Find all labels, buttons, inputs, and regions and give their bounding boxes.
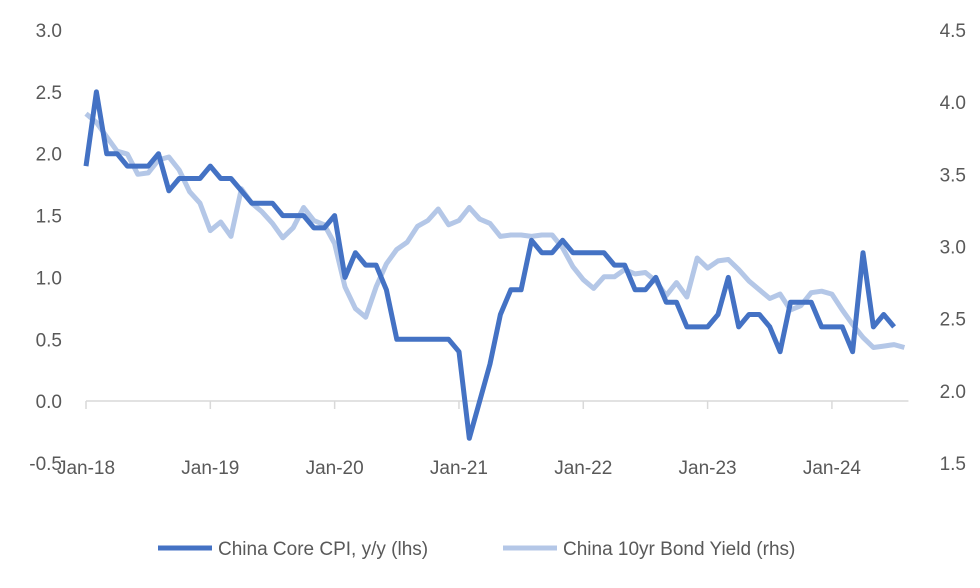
y-right-tick-label: 3.5 (940, 165, 966, 186)
y-left-tick-label: 0.5 (36, 330, 62, 351)
y-right-tick-label: 4.5 (940, 21, 966, 42)
y-right-tick-label: 2.0 (940, 382, 966, 403)
series-layer (83, 89, 906, 441)
legend-label-bond-yield: China 10yr Bond Yield (rhs) (563, 539, 795, 560)
series-line-core-cpi (83, 89, 897, 441)
x-tick-label: Jan-19 (181, 458, 239, 479)
y-right-tick-label: 4.0 (940, 93, 966, 114)
y-left-tick-label: 2.0 (36, 145, 62, 166)
y-right-tick-label: 3.0 (940, 238, 966, 259)
x-axis (85, 400, 909, 409)
x-tick-label: Jan-23 (679, 458, 737, 479)
x-tick-label: Jan-20 (306, 458, 364, 479)
y-left-tick-label: 1.5 (36, 207, 62, 228)
y-left-tick-label: -0.5 (29, 454, 62, 475)
y-right-tick-label: 1.5 (940, 454, 966, 475)
y-left-tick-label: 2.5 (36, 83, 62, 104)
x-tick-label: Jan-24 (803, 458, 862, 479)
y-left-tick-label: 1.0 (36, 268, 62, 289)
y-left-tick-label: 0.0 (36, 392, 62, 413)
y-axis-right: 1.5 2.0 2.5 3.0 3.5 4.0 4.5 (940, 21, 966, 475)
legend-label-core-cpi: China Core CPI, y/y (lhs) (218, 539, 428, 560)
y-right-tick-label: 2.5 (940, 310, 966, 331)
y-axis-left: -0.5 0.0 0.5 1.0 1.5 2.0 2.5 3.0 (29, 21, 62, 475)
x-tick-label: Jan-18 (57, 458, 115, 479)
x-tick-label: Jan-22 (554, 458, 612, 479)
x-axis-labels: Jan-18 Jan-19 Jan-20 Jan-21 Jan-22 Jan-23 Jan-… (57, 458, 861, 479)
x-tick-label: Jan-21 (430, 458, 488, 479)
series-line-bond-yield (84, 111, 906, 350)
y-left-tick-label: 3.0 (36, 21, 62, 42)
legend: China Core CPI, y/y (lhs) China 10yr Bon… (158, 539, 795, 560)
